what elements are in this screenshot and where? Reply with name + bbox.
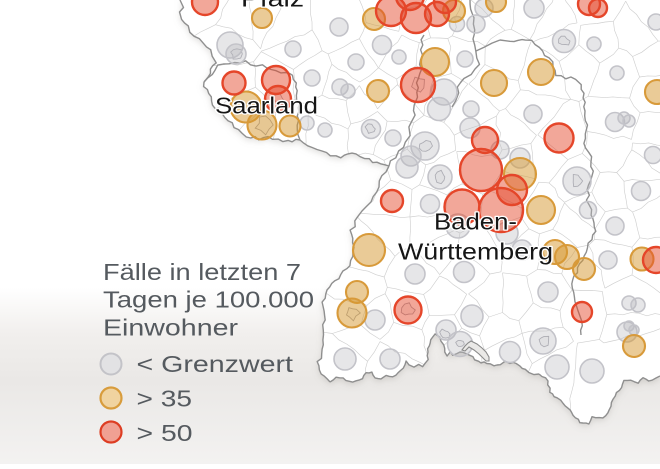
svg-text:< Grenzwert: < Grenzwert <box>137 351 294 377</box>
svg-text:Württemberg: Württemberg <box>398 239 553 265</box>
svg-text:Pfalz: Pfalz <box>241 0 304 12</box>
svg-text:Baden-: Baden- <box>434 209 517 235</box>
svg-text:Tagen je 100.000: Tagen je 100.000 <box>103 287 314 313</box>
svg-text:Saarland: Saarland <box>215 93 318 119</box>
svg-text:Fälle in letzten 7: Fälle in letzten 7 <box>103 259 301 285</box>
svg-text:> 50: > 50 <box>137 420 193 446</box>
svg-text:> 35: > 35 <box>137 386 193 412</box>
svg-text:Einwohner: Einwohner <box>103 315 238 341</box>
